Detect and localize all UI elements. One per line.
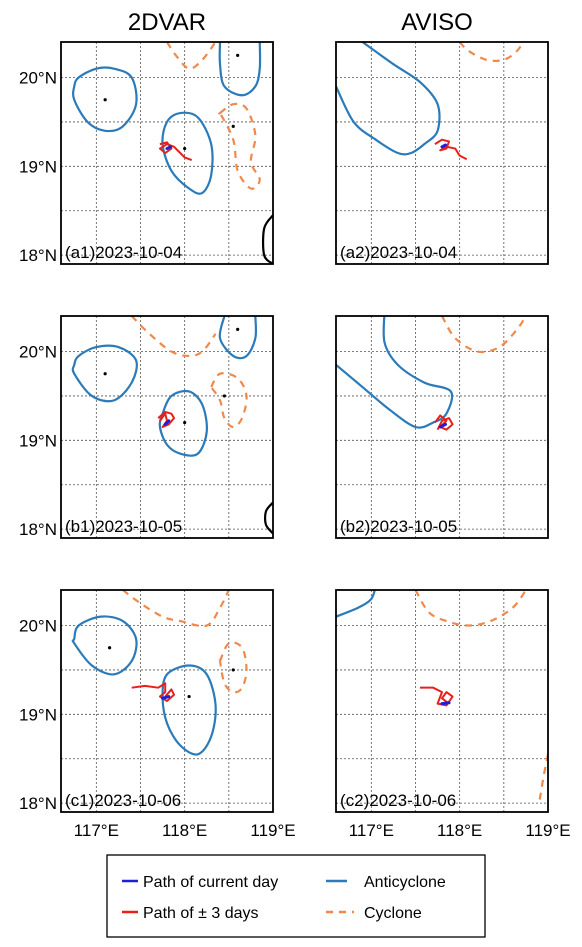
legend-label-cyclone: Cyclone [364,905,422,922]
eddy-center-dot [183,146,187,151]
anticyclone-contour [158,389,208,457]
eddy-center-dot [222,394,227,398]
column-title-aviso: AVISO [401,9,473,36]
y-tick-label: 18°N [19,246,57,265]
eddy-center-dot [187,694,191,699]
cyclone-contour [441,316,527,354]
cyclone-contour [217,102,261,190]
anticyclone-contour [71,615,138,676]
panel-b2: (b2)2023-10-05 [335,315,549,539]
panel-frame [335,589,549,813]
panel-label: (a1)2023-10-04 [65,243,182,262]
y-tick-label: 19°N [19,705,57,724]
cyclone-contour [130,316,217,358]
cyclone-contour [458,42,525,62]
panel-frame [335,315,549,539]
drifter-path-past [158,141,193,162]
drifter-path-current [161,695,171,700]
y-tick-label: 19°N [19,157,57,176]
drifter-path-current [440,143,448,149]
panel-b1: (b1)2023-10-05 [60,315,274,539]
tick-labels: 18°N 19°N 20°N 18°N 19°N 20°N 18°N 19°N 20°N 117°… [19,69,571,840]
legend: Path of current day Anticyclone Path of … [106,854,486,938]
legend-label-current: Path of current day [143,874,278,891]
y-tick-label: 20°N [19,69,57,88]
x-tick-label: 117°E [349,821,394,840]
anticyclone-contour [336,42,441,156]
anticyclone-contour [336,590,376,618]
panel-label: (b2)2023-10-05 [340,517,457,536]
anticyclone-contour [161,111,214,195]
drifter-path-past [131,682,176,702]
cyclone-contour [166,42,217,70]
panel-label: (a2)2023-10-04 [340,243,457,262]
anticyclone-contour [336,316,454,429]
cyclone-contour [218,641,248,694]
cyclone-contour [208,372,248,429]
eddy-center-dot [107,646,112,650]
cyclone-contour [414,590,527,627]
drifter-path-past [434,414,454,431]
anticyclone-contour [71,344,138,403]
y-tick-label: 18°N [19,520,57,539]
other-contour [261,214,273,264]
other-contour [263,501,273,535]
cyclone-contour [122,590,230,628]
y-tick-label: 20°N [19,617,57,636]
panel-c2: (c2)2023-10-06 [335,589,549,813]
panel-label: (c1)2023-10-06 [65,791,181,810]
anticyclone-contour [218,316,258,360]
y-tick-label: 19°N [19,431,57,450]
eddy-center-dot [231,668,235,672]
legend-label-anticyclone: Anticyclone [364,874,446,891]
drifter-path-current [165,145,173,151]
panel-a1: (a1)2023-10-04 [60,41,274,265]
panel-frame [60,315,274,539]
x-tick-label: 119°E [525,821,570,840]
x-tick-label: 117°E [74,821,119,840]
x-tick-label: 118°E [162,821,207,840]
drifter-path-past [434,138,468,161]
legend-box [106,854,486,938]
eddy-center-dot [236,53,240,57]
panel-label: (b1)2023-10-05 [65,517,182,536]
eddy-center-dot [236,327,240,331]
panel-label: (c2)2023-10-06 [340,791,456,810]
panel-a2: (a2)2023-10-04 [335,41,549,265]
panel-frame [60,589,274,813]
eddy-center-dot [103,98,107,102]
drifter-path-current [438,422,448,429]
drifter-path-past [157,410,176,428]
anticyclone-contour [218,42,262,97]
y-tick-label: 20°N [19,343,57,362]
x-tick-label: 119°E [250,821,295,840]
drifter-path-current [163,419,171,426]
drifter-path-current [440,701,451,706]
column-title-2dvar: 2DVAR [128,9,206,36]
panel-frame [335,41,549,265]
cyclone-contour [538,754,548,804]
y-tick-label: 18°N [19,794,57,813]
panel-c1: (c1)2023-10-06 [60,589,274,813]
legend-label-past: Path of ± 3 days [143,905,259,922]
eddy-center-dot [231,124,235,128]
eddy-center-dot [183,420,187,425]
x-tick-label: 118°E [437,821,482,840]
anticyclone-contour [161,664,217,756]
panel-frame [60,41,274,265]
drifter-path-past [419,686,454,707]
panels: (a1)2023-10-04 (a2)2023-10-04 (b1)2023-10-… [60,41,549,813]
eddy-center-dot [103,372,107,376]
anticyclone-contour [71,66,138,133]
